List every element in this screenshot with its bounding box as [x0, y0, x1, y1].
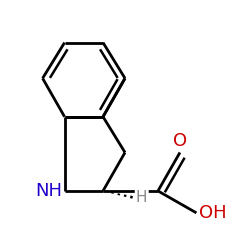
Text: H: H [136, 190, 147, 205]
Text: OH: OH [199, 204, 227, 222]
Text: O: O [173, 132, 187, 150]
Text: NH: NH [35, 182, 62, 200]
